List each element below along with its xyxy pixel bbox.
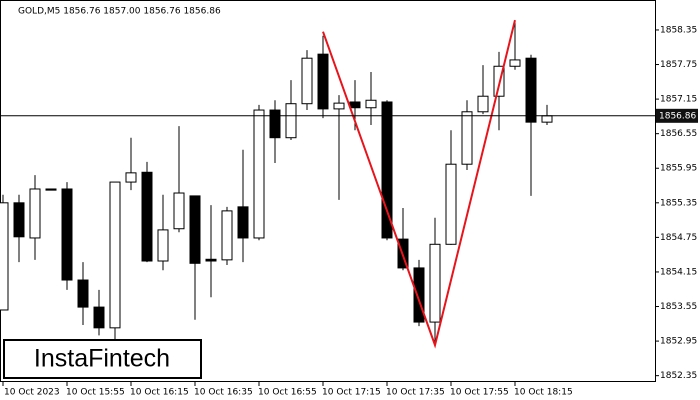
candle-body — [269, 109, 281, 139]
plot-frame — [0, 0, 656, 382]
candle-body — [93, 306, 105, 329]
pattern-line — [322, 19, 516, 349]
chart-title: GOLD,M5 1856.76 1857.00 1856.76 1856.86 — [18, 7, 221, 17]
candle-body — [333, 102, 345, 110]
candle-body — [237, 206, 249, 239]
x-tick-label: 10 Oct 15:55 — [66, 388, 125, 398]
candle-body — [525, 57, 537, 123]
candle-body — [205, 258, 217, 262]
candle-body — [13, 202, 25, 238]
y-tick-label: 1857.75 — [660, 60, 697, 70]
candle-body — [125, 172, 137, 183]
x-tick-label: 10 Oct 17:35 — [386, 388, 445, 398]
candle-body — [221, 210, 233, 261]
candle-body — [253, 109, 265, 239]
candle-body — [349, 101, 361, 109]
candle-body — [461, 111, 473, 165]
watermark: InstaFintech — [34, 345, 170, 373]
candle-body — [509, 59, 521, 67]
x-tick-label: 10 Oct 16:35 — [194, 388, 253, 398]
watermark-box — [3, 339, 202, 379]
x-tick-label: 10 Oct 2023 — [4, 388, 60, 398]
y-tick-label: 1858.35 — [660, 25, 697, 35]
candle-body — [45, 188, 57, 191]
candle-body — [301, 57, 313, 105]
y-tick-label: 1852.35 — [660, 371, 697, 381]
y-tick-label: 1854.75 — [660, 233, 697, 243]
y-tick-label: 1855.95 — [660, 164, 697, 174]
candle-body — [141, 171, 153, 262]
candle-body — [285, 103, 297, 139]
x-tick-label: 10 Oct 18:15 — [514, 388, 573, 398]
y-tick-label: 1856.55 — [660, 129, 697, 139]
y-tick-label: 1854.15 — [660, 267, 697, 277]
candle-body — [477, 95, 489, 113]
candle-body — [365, 99, 377, 109]
candle-body — [77, 279, 89, 308]
candle-body — [189, 195, 201, 264]
y-tick-label: 1852.95 — [660, 337, 697, 347]
candle-body — [0, 202, 9, 311]
candle-body — [61, 188, 73, 281]
x-tick-label: 10 Oct 17:55 — [450, 388, 509, 398]
y-tick-label: 1857.15 — [660, 95, 697, 105]
y-tick-label: 1855.35 — [660, 198, 697, 208]
candle-body — [541, 115, 553, 123]
candle-body — [381, 101, 393, 239]
candle-body — [173, 192, 185, 230]
candle-body — [157, 229, 169, 262]
candle-body — [317, 53, 329, 110]
current-price-label: 1856.86 — [659, 111, 696, 121]
x-tick-label: 10 Oct 17:15 — [322, 388, 381, 398]
candle-body — [109, 181, 121, 329]
x-tick-label: 10 Oct 16:15 — [130, 388, 189, 398]
candle-body — [413, 267, 425, 323]
x-tick-label: 10 Oct 16:55 — [258, 388, 317, 398]
y-tick-label: 1853.55 — [660, 302, 697, 312]
candle-body — [429, 243, 441, 323]
candle-body — [445, 163, 457, 245]
candle-body — [29, 188, 41, 239]
current-price-box — [656, 108, 698, 123]
